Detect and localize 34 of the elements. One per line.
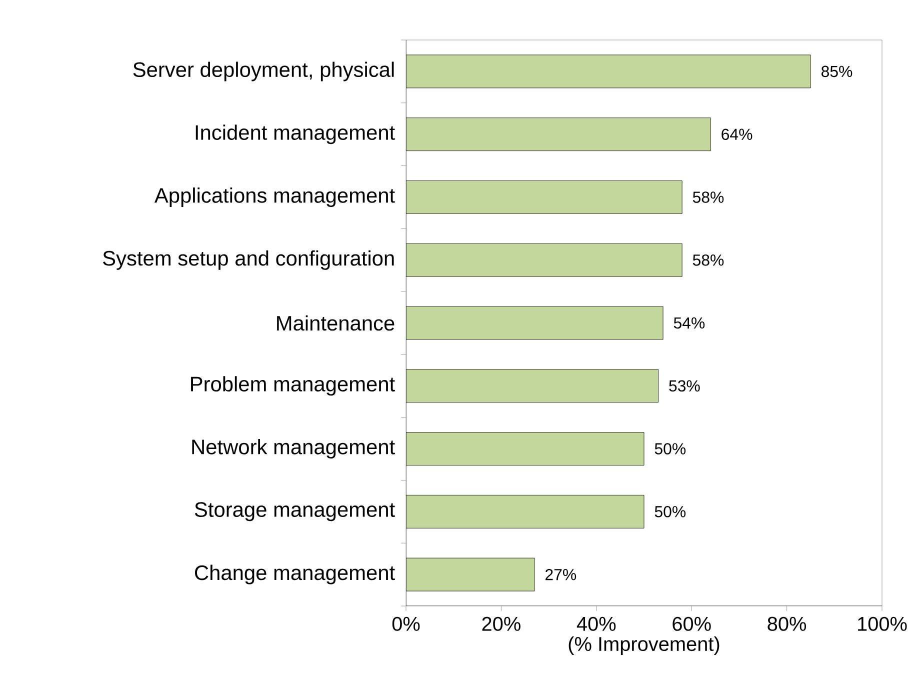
bar [406,118,711,152]
x-tick-label: 20% [482,616,520,631]
data-label: 64% [722,128,752,140]
data-label: 27% [546,568,576,580]
bar [406,558,535,592]
data-label: 50% [654,443,686,454]
y-tick-label: Problem management [191,376,395,396]
bar [406,432,644,466]
y-tick-label: Server deployment, physical [133,62,394,82]
x-tick-label: 60% [672,616,711,631]
x-tick-label: 80% [768,616,806,631]
bar [406,306,664,340]
x-tick-label: 0% [392,616,420,631]
x-tick-label: 40% [576,616,616,631]
y-tick-label: Applications management [154,187,395,207]
y-tick-label: Maintenance [277,315,394,331]
y-tick-label: System setup and configuration [103,250,394,270]
data-label: 53% [669,380,700,392]
bar [406,180,682,214]
bar [406,54,811,88]
data-label: 58% [692,254,724,266]
bar [406,494,644,528]
data-label: 58% [692,192,724,203]
data-label: 54% [674,317,705,329]
x-tick-label: 100% [858,616,907,631]
data-label: 85% [821,66,852,78]
bar [406,243,682,277]
data-label: 50% [654,506,686,518]
bar [406,369,658,403]
x-axis-title: (% Improvement) [568,636,720,656]
y-tick-label: Incident management [196,124,395,144]
y-tick-label: Change management [195,564,395,584]
y-tick-label: Network management [192,439,395,459]
y-tick-label: Storage management [194,502,395,522]
